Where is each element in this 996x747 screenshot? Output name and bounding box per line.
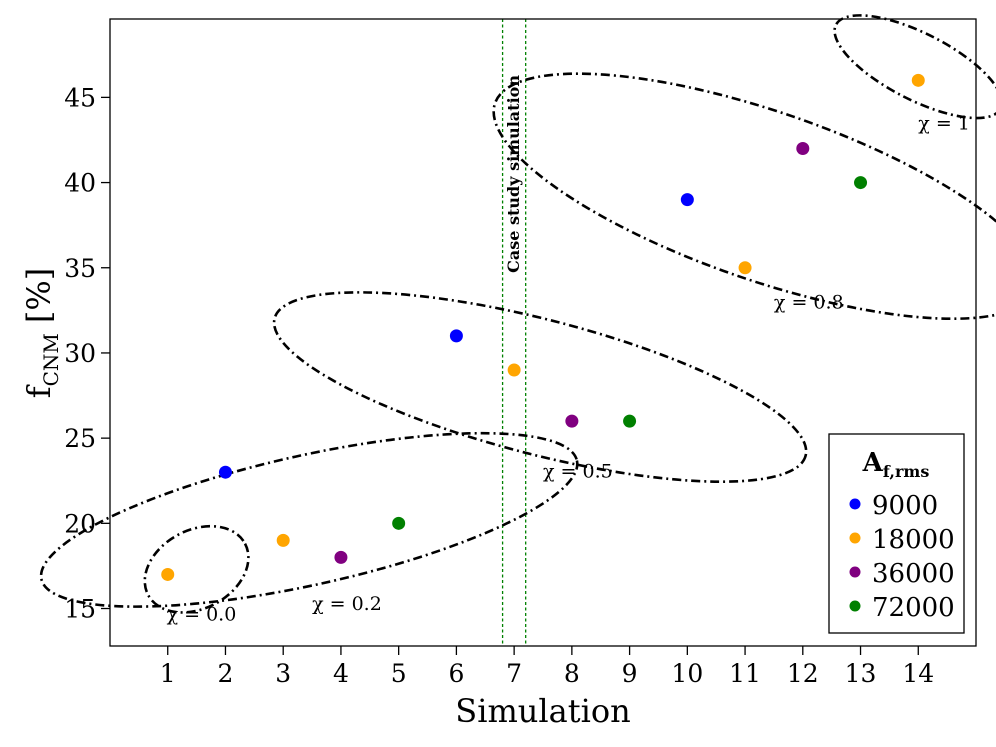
legend-marker-18000 (849, 532, 861, 544)
data-point-sim-14 (911, 73, 925, 87)
legend-label-72000: 72000 (872, 593, 955, 623)
data-point-sim-12 (796, 141, 810, 155)
legend-marker-72000 (849, 600, 861, 612)
group-label-1: χ = 0.0 (167, 603, 237, 625)
x-axis-label: Simulation (455, 692, 630, 730)
y-tick-label-40: 40 (64, 169, 96, 198)
x-tick-label-12: 12 (787, 659, 819, 688)
group-ellipses (39, 14, 996, 614)
data-point-sim-13 (854, 176, 868, 190)
legend-title-sub: f,rms (883, 462, 929, 481)
x-tick-label-3: 3 (275, 659, 291, 688)
y-axis-label-unit: [%] (20, 268, 58, 323)
legend-title-main: A (862, 448, 884, 478)
y-axis-label-main: f (20, 384, 58, 398)
data-point-sim-3 (276, 533, 290, 547)
group-ellipse-3 (272, 291, 808, 483)
group-label-2: χ = 0.2 (312, 593, 382, 615)
case-study-label: Case study simulation (504, 75, 523, 273)
data-point-sim-5 (392, 516, 406, 530)
x-tick-label-4: 4 (333, 659, 349, 688)
x-tick-label-7: 7 (506, 659, 522, 688)
data-point-sim-9 (623, 414, 637, 428)
group-label-4: χ = 0.8 (774, 292, 844, 314)
group-ellipse-2 (39, 431, 579, 608)
x-tick-label-11: 11 (729, 659, 761, 688)
group-annotations: χ = 0.0 χ = 0.2 χ = 0.5 χ = 0.8 χ = 1 (167, 113, 970, 626)
data-point-sim-6 (449, 329, 463, 343)
legend-label-36000: 36000 (872, 559, 955, 589)
x-tick-label-6: 6 (448, 659, 464, 688)
y-tick-label-15: 15 (64, 595, 96, 624)
x-tick-label-9: 9 (622, 659, 638, 688)
data-point-sim-8 (565, 414, 579, 428)
x-tick-label-10: 10 (671, 659, 703, 688)
data-point-sim-4 (334, 550, 348, 564)
plot-frame (109, 18, 977, 647)
y-tick-label-35: 35 (64, 254, 96, 283)
y-tick-label-30: 30 (64, 339, 96, 368)
group-ellipse-1 (143, 524, 250, 614)
y-axis-label: fCNM [%] (20, 268, 63, 399)
data-point-sim-10 (680, 193, 694, 207)
legend-entries: 9000 18000 36000 72000 (849, 491, 955, 623)
x-tick-label-5: 5 (391, 659, 407, 688)
data-point-sim-2 (218, 465, 232, 479)
legend: Af,rms 9000 18000 36000 72000 (828, 433, 965, 634)
legend-title: Af,rms (862, 448, 930, 481)
group-ellipse-4 (492, 72, 996, 321)
y-tick-label-25: 25 (64, 424, 96, 453)
group-label-3: χ = 0.5 (543, 460, 613, 482)
x-tick-label-13: 13 (845, 659, 877, 688)
legend-marker-9000 (849, 498, 861, 510)
y-ticks: 15 20 25 30 35 40 45 (64, 83, 110, 624)
y-axis-label-sub: CNM (39, 333, 63, 386)
x-tick-label-2: 2 (218, 659, 234, 688)
x-tick-label-1: 1 (160, 659, 176, 688)
group-ellipse-5 (833, 14, 996, 120)
case-study-layer: Case study simulation (501, 19, 527, 646)
legend-box (828, 433, 965, 634)
y-tick-label-20: 20 (64, 509, 96, 538)
x-ticks: 1 2 3 4 5 6 7 8 9 10 11 12 13 14 (160, 646, 934, 688)
x-tick-label-8: 8 (564, 659, 580, 688)
x-tick-label-14: 14 (902, 659, 934, 688)
data-point-sim-11 (738, 261, 752, 275)
group-label-5: χ = 1 (918, 113, 970, 135)
legend-label-9000: 9000 (872, 491, 938, 521)
data-points (161, 73, 925, 581)
legend-marker-36000 (849, 566, 861, 578)
legend-label-18000: 18000 (872, 525, 955, 555)
data-point-sim-1 (161, 567, 175, 581)
data-point-sim-7 (507, 363, 521, 377)
y-tick-label-45: 45 (64, 83, 96, 112)
